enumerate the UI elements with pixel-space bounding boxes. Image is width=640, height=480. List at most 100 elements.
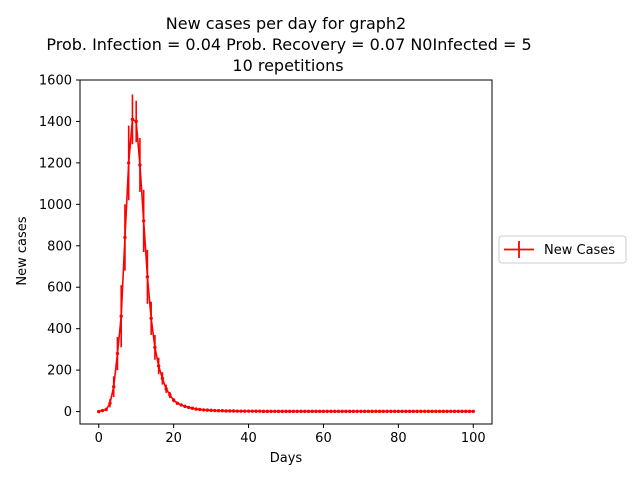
data-point [452, 409, 457, 414]
data-point [115, 351, 120, 356]
data-point [336, 409, 341, 414]
data-point [156, 364, 161, 368]
data-point [325, 409, 329, 414]
data-point [400, 409, 404, 414]
x-tick-label: 80 [390, 431, 407, 446]
data-point [183, 404, 187, 409]
x-axis-ticks: 0 20 40 60 80 100 [95, 424, 486, 446]
data-point [201, 408, 206, 412]
data-point [426, 409, 431, 414]
data-point [149, 316, 153, 321]
data-point [280, 409, 284, 414]
chart-title-line-3: 10 repetitions [232, 56, 343, 75]
chart-title-line-2: Prob. Infection = 0.04 Prob. Recovery = … [46, 35, 531, 54]
data-point [303, 409, 307, 414]
data-point [385, 409, 389, 414]
y-tick-label: 1200 [39, 156, 72, 171]
data-point [190, 406, 195, 410]
data-point [467, 409, 472, 414]
data-point [411, 409, 416, 414]
data-point [430, 409, 434, 414]
data-point [126, 161, 131, 165]
data-point [306, 409, 311, 414]
data-point [344, 409, 348, 414]
data-point [288, 409, 292, 414]
data-point [209, 408, 213, 413]
legend-frame [498, 235, 627, 264]
data-point [419, 409, 423, 414]
data-point [269, 409, 273, 414]
y-axis-label: New cases [15, 216, 30, 285]
data-point [377, 409, 382, 414]
legend-label-new-cases: New Cases [544, 243, 615, 258]
data-point [119, 314, 123, 318]
data-point [243, 409, 247, 413]
data-point [273, 409, 277, 414]
data-point [265, 409, 269, 414]
data-point [141, 219, 146, 223]
data-point [340, 409, 344, 414]
data-point [175, 401, 180, 405]
y-tick-label: 800 [47, 239, 72, 254]
data-point [366, 409, 371, 414]
data-point [396, 409, 401, 414]
plot-area [79, 79, 493, 425]
data-point [456, 409, 460, 414]
x-tick-label: 40 [240, 431, 257, 446]
data-point [194, 407, 198, 411]
data-point [329, 409, 333, 414]
data-point [168, 393, 172, 397]
data-point [213, 408, 217, 413]
data-point [284, 409, 288, 414]
data-point [231, 409, 236, 413]
y-tick-label: 400 [47, 322, 72, 337]
data-point [299, 409, 303, 414]
data-point [153, 345, 157, 350]
data-point [359, 409, 363, 414]
data-point [318, 409, 322, 414]
data-point [392, 409, 397, 414]
data-point [171, 398, 176, 402]
data-point [415, 409, 419, 414]
data-point [449, 409, 453, 414]
data-point [246, 409, 251, 413]
data-point [464, 409, 468, 414]
data-point [164, 387, 168, 391]
x-axis-label: Days [270, 451, 303, 466]
y-tick-label: 200 [47, 364, 72, 379]
y-tick-label: 1400 [39, 115, 72, 130]
data-point [351, 409, 356, 414]
data-point [239, 409, 243, 413]
axes-frame [79, 79, 493, 425]
data-point [220, 409, 225, 413]
data-point [108, 401, 112, 405]
data-point [310, 409, 314, 414]
y-tick-label: 0 [64, 405, 72, 420]
data-point [145, 275, 150, 279]
y-tick-label: 1600 [39, 74, 72, 89]
data-point [407, 409, 412, 414]
data-point [370, 409, 374, 414]
data-point [123, 235, 127, 240]
data-point [205, 408, 210, 412]
data-point [104, 407, 108, 412]
x-tick-label: 0 [95, 431, 103, 446]
data-point [216, 409, 221, 413]
data-point [355, 409, 359, 414]
series-new-cases [97, 94, 475, 414]
data-point [254, 409, 258, 413]
data-point [235, 409, 240, 413]
legend: New Cases [498, 235, 627, 264]
data-point [224, 409, 228, 413]
data-point [138, 163, 142, 167]
data-point [258, 409, 262, 413]
data-point [97, 409, 101, 414]
data-point [130, 117, 135, 122]
x-tick-label: 20 [165, 431, 182, 446]
data-point [445, 409, 449, 414]
data-point [362, 409, 367, 414]
data-point [347, 409, 352, 414]
data-point [291, 409, 296, 414]
data-point [100, 408, 105, 413]
